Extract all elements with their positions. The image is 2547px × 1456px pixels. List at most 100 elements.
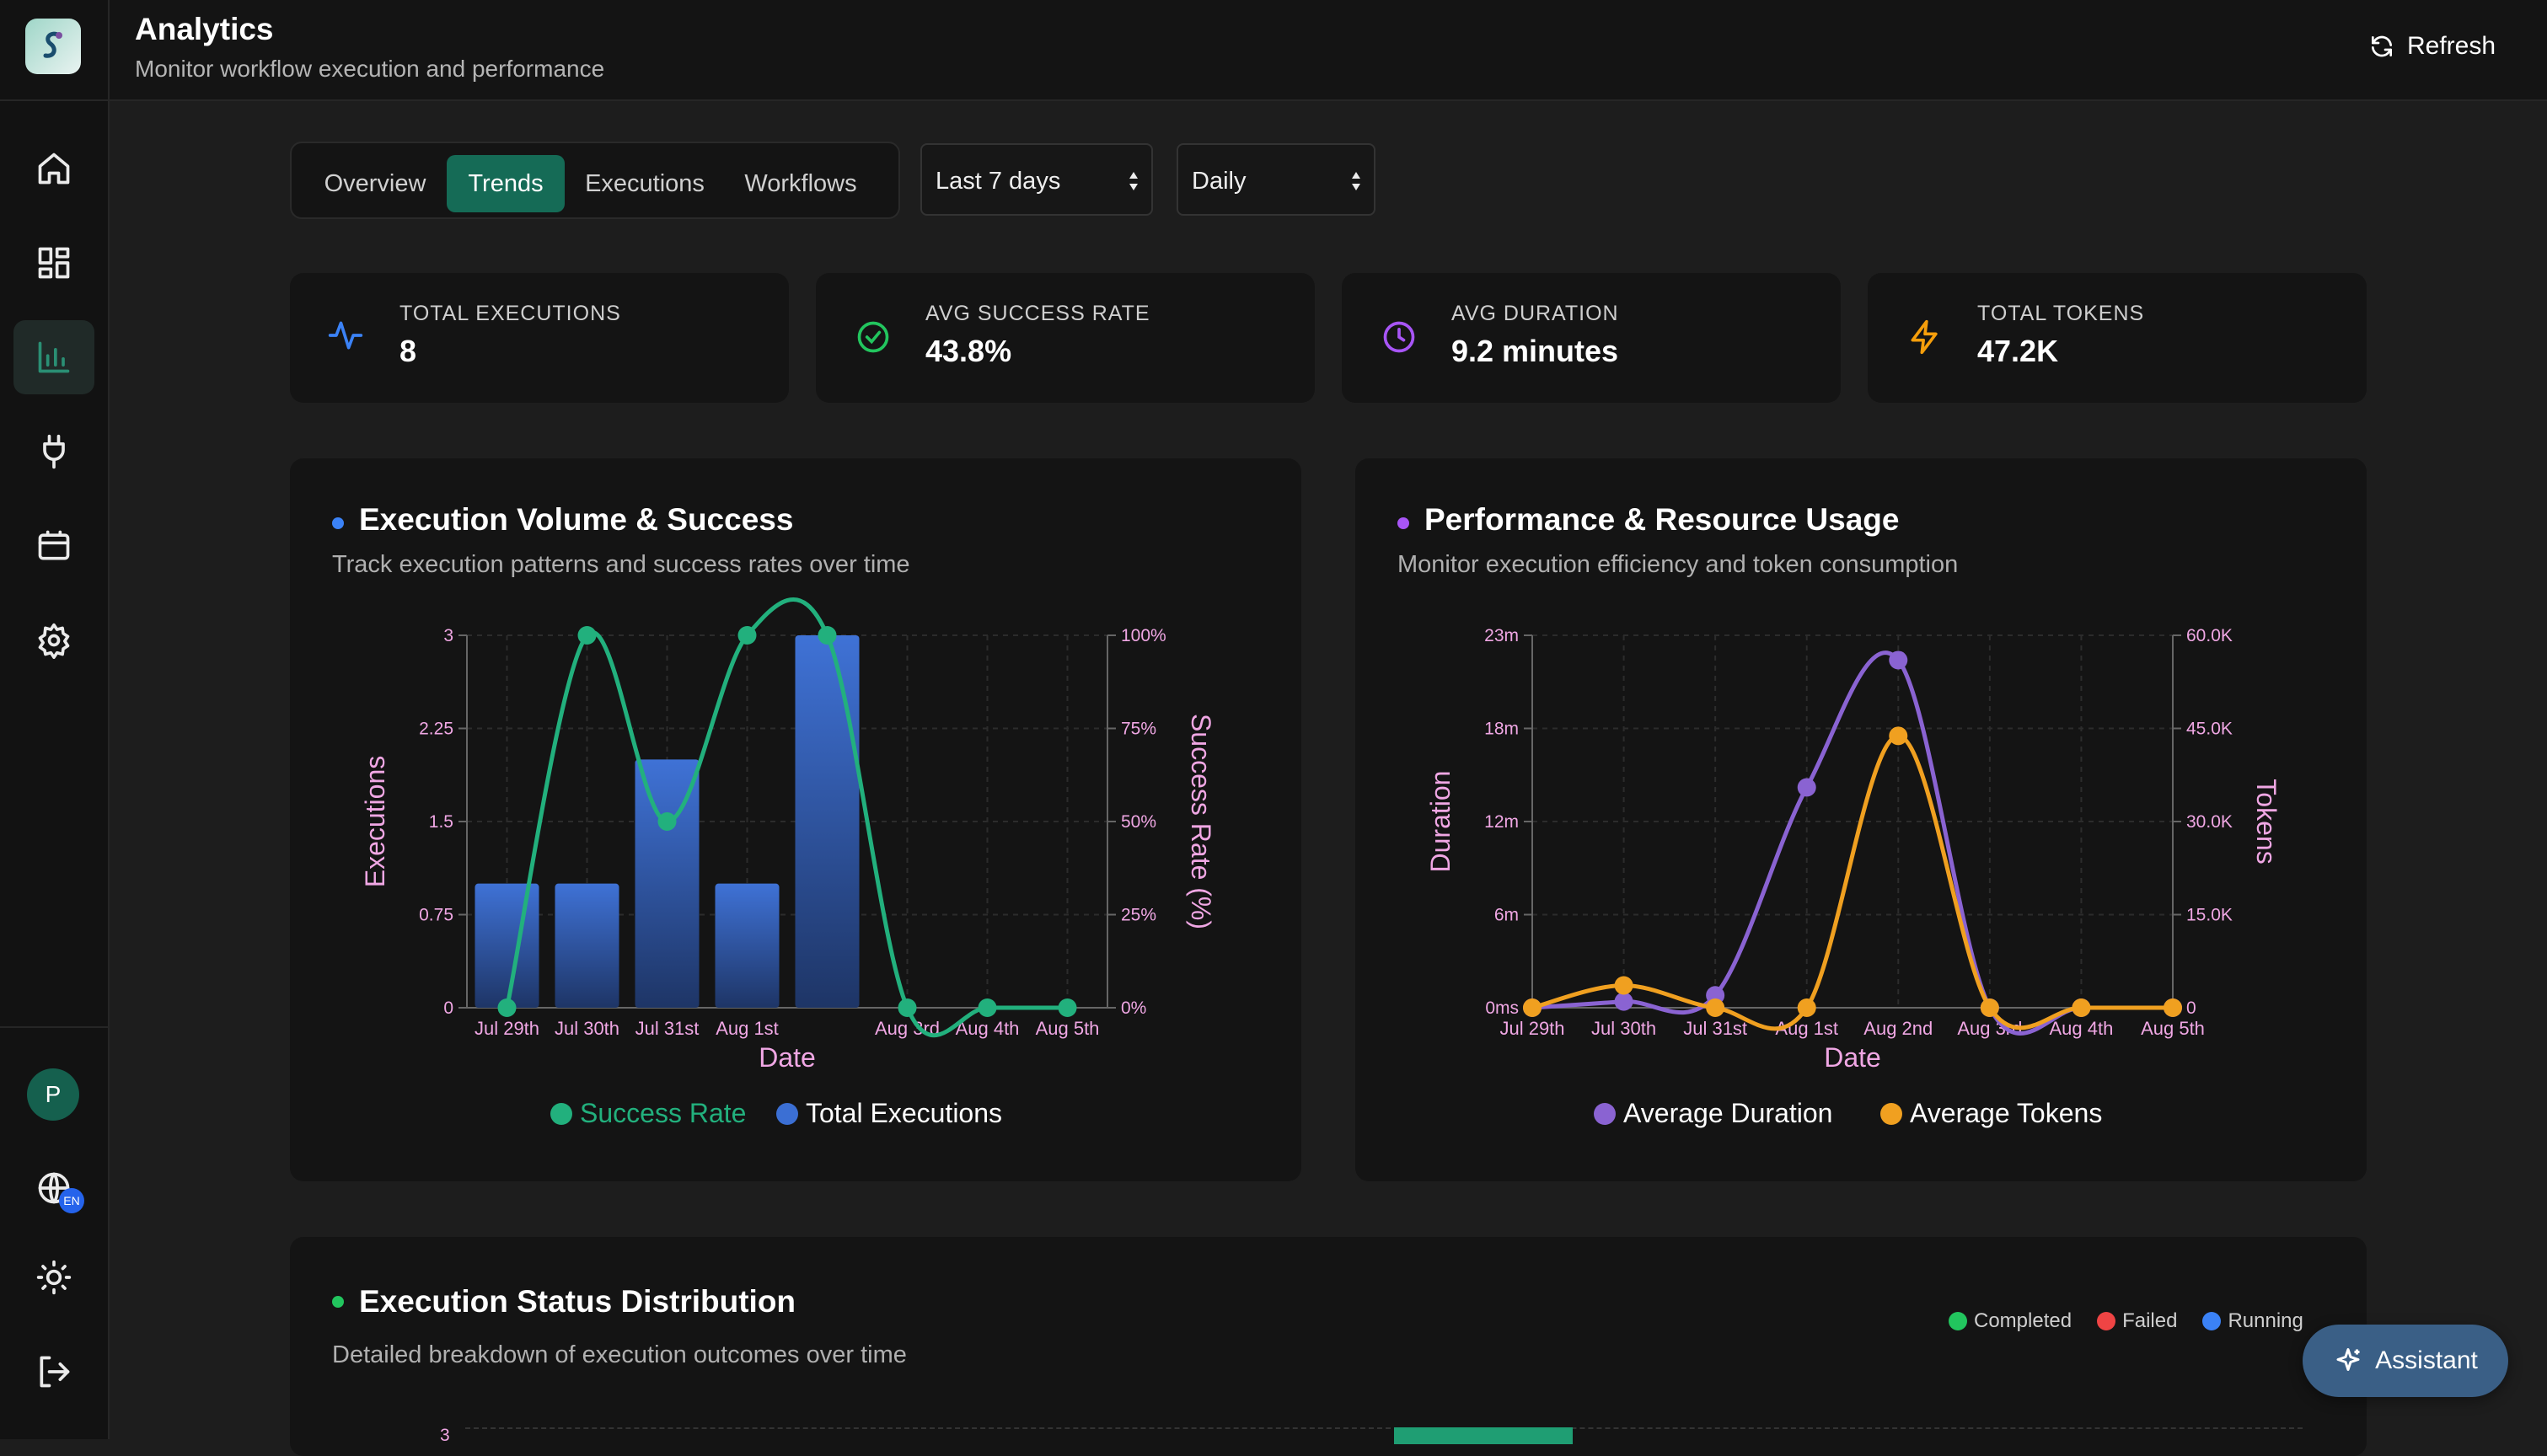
avatar-initial: P [45,1081,62,1107]
x-axis-label: Date [1824,1042,1881,1073]
status-bar [1394,1427,1573,1444]
home-icon [38,153,70,185]
gridline [465,1427,2303,1429]
sun-icon [36,1260,72,1295]
data-point [1614,992,1633,1011]
execution-volume-chart: 0 0% 0.75 25% 1.5 50% 2.25 75% 3 100% Jul 29th Jul … [360,597,1216,1128]
x-tick-label: Jul 31st [1683,1018,1747,1039]
store-icon [38,530,70,560]
x-tick-label: Aug 5th [1036,1018,1100,1039]
logout-button[interactable] [27,1345,81,1399]
bar [635,759,700,1008]
refresh-button[interactable]: Refresh [2368,25,2496,67]
stat-label: TOTAL EXECUTIONS [399,302,621,325]
sidebar-item-settings[interactable] [27,613,81,667]
theme-toggle[interactable] [27,1250,81,1304]
chart-card-performance: Performance & Resource Usage Monitor exe… [1355,458,2367,1181]
avatar[interactable]: P [27,1068,79,1121]
y2-tick-label: 15.0K [2186,906,2233,925]
sidebar-item-store[interactable] [27,519,81,573]
clock-icon [1383,321,1415,353]
legend-swatch [1949,1312,1967,1330]
y-tick-label: 0 [443,998,453,1018]
sidebar-item-home[interactable] [27,142,81,195]
x-tick-label: Aug 5th [2141,1018,2205,1039]
legend-swatch [550,1103,572,1125]
data-point [818,626,837,645]
legend-item-failed[interactable]: Failed [2097,1309,2177,1333]
stat-card-avg-duration: AVG DURATION 9.2 minutes [1342,273,1841,403]
stat-card-total-tokens: TOTAL TOKENS 47.2K [1868,273,2367,403]
x-tick-label: Aug 2nd [1863,1018,1933,1039]
y2-tick-label: 60.0K [2186,626,2233,645]
stat-label: TOTAL TOKENS [1977,302,2145,325]
assistant-button[interactable]: Assistant [2303,1325,2508,1397]
logo-icon [43,31,62,58]
title-dot [1397,517,1409,529]
y-tick-label: 0ms [1485,998,1519,1018]
y-tick-label: 12m [1484,812,1519,832]
y-tick-label: 2.25 [419,720,453,739]
stat-value: 43.8% [925,334,1012,368]
y2-tick-label: 25% [1121,906,1156,925]
stat-value: 9.2 minutes [1451,334,1619,368]
legend-item-completed[interactable]: Completed [1949,1309,2072,1333]
stat-card-avg-success-rate: AVG SUCCESS RATE 43.8% [816,273,1315,403]
granularity-select[interactable]: Daily [1177,143,1375,216]
chart-card-execution-volume: Execution Volume & Success Track executi… [290,458,1301,1181]
tab-trends[interactable]: Trends [447,155,565,212]
sparkle-icon [2336,1348,2360,1371]
y-tick-label: 3 [440,1426,450,1445]
data-point [2072,998,2091,1017]
range-select-value: Last 7 days [936,168,1061,195]
stat-label: AVG DURATION [1451,302,1619,325]
performance-chart: 0ms 0 6m 15.0K 12m 30.0K 18m 45.0K 23m 60.0K Jul 2… [1425,626,2282,1128]
sidebar-item-dashboard[interactable] [27,236,81,290]
data-point [978,998,997,1017]
tab-overview[interactable]: Overview [324,170,426,197]
legend-swatch [2097,1312,2116,1330]
header: Analytics Monitor workflow execution and… [110,0,2547,101]
x-tick-label: Aug 1st [716,1018,779,1039]
y2-tick-label: 75% [1121,720,1156,739]
bar [475,883,539,1008]
y-tick-label: 18m [1484,720,1519,739]
language-switcher[interactable]: EN [27,1161,84,1215]
data-point [577,626,597,645]
sidebar: P EN [0,0,110,1439]
legend-swatch [2202,1312,2222,1330]
chart-subtitle: Detailed breakdown of execution outcomes… [332,1341,907,1368]
app-logo[interactable] [25,19,81,74]
y-tick-label: 6m [1494,906,1519,925]
x-tick-label: Jul 30th [1591,1018,1656,1039]
stat-label: AVG SUCCESS RATE [925,302,1150,325]
y2-tick-label: 45.0K [2186,720,2233,739]
legend-label: Average Duration [1623,1098,1832,1128]
status-legend: Completed Failed Running [1949,1309,2303,1333]
data-point [1523,998,1542,1017]
refresh-icon [2372,35,2392,57]
sidebar-item-analytics[interactable] [13,320,94,394]
assistant-label: Assistant [2375,1346,2478,1374]
stat-card-total-executions: TOTAL EXECUTIONS 8 [290,273,789,403]
tab-workflows[interactable]: Workflows [744,170,857,197]
series-line [1531,650,2173,1036]
stat-value: 47.2K [1977,334,2059,368]
data-point [1706,998,1725,1017]
language-badge: EN [59,1188,84,1213]
tab-executions[interactable]: Executions [585,170,705,197]
data-point [2164,998,2182,1017]
y2-tick-label: 100% [1121,626,1166,645]
legend-item-running[interactable]: Running [2202,1309,2303,1333]
range-select[interactable]: Last 7 days [920,143,1153,216]
chart-title: Performance & Resource Usage [1424,502,1900,537]
bar [715,883,780,1008]
y-tick-label: 23m [1484,626,1519,645]
chart-subtitle: Monitor execution efficiency and token c… [1397,551,1959,578]
x-tick-label: Jul 29th [1499,1018,1564,1039]
sidebar-item-integrations[interactable] [27,425,81,479]
dashboard-icon [38,247,70,279]
y2-tick-label: 0% [1121,998,1146,1018]
legend-label: Total Executions [806,1098,1002,1128]
data-point [1980,998,1999,1017]
